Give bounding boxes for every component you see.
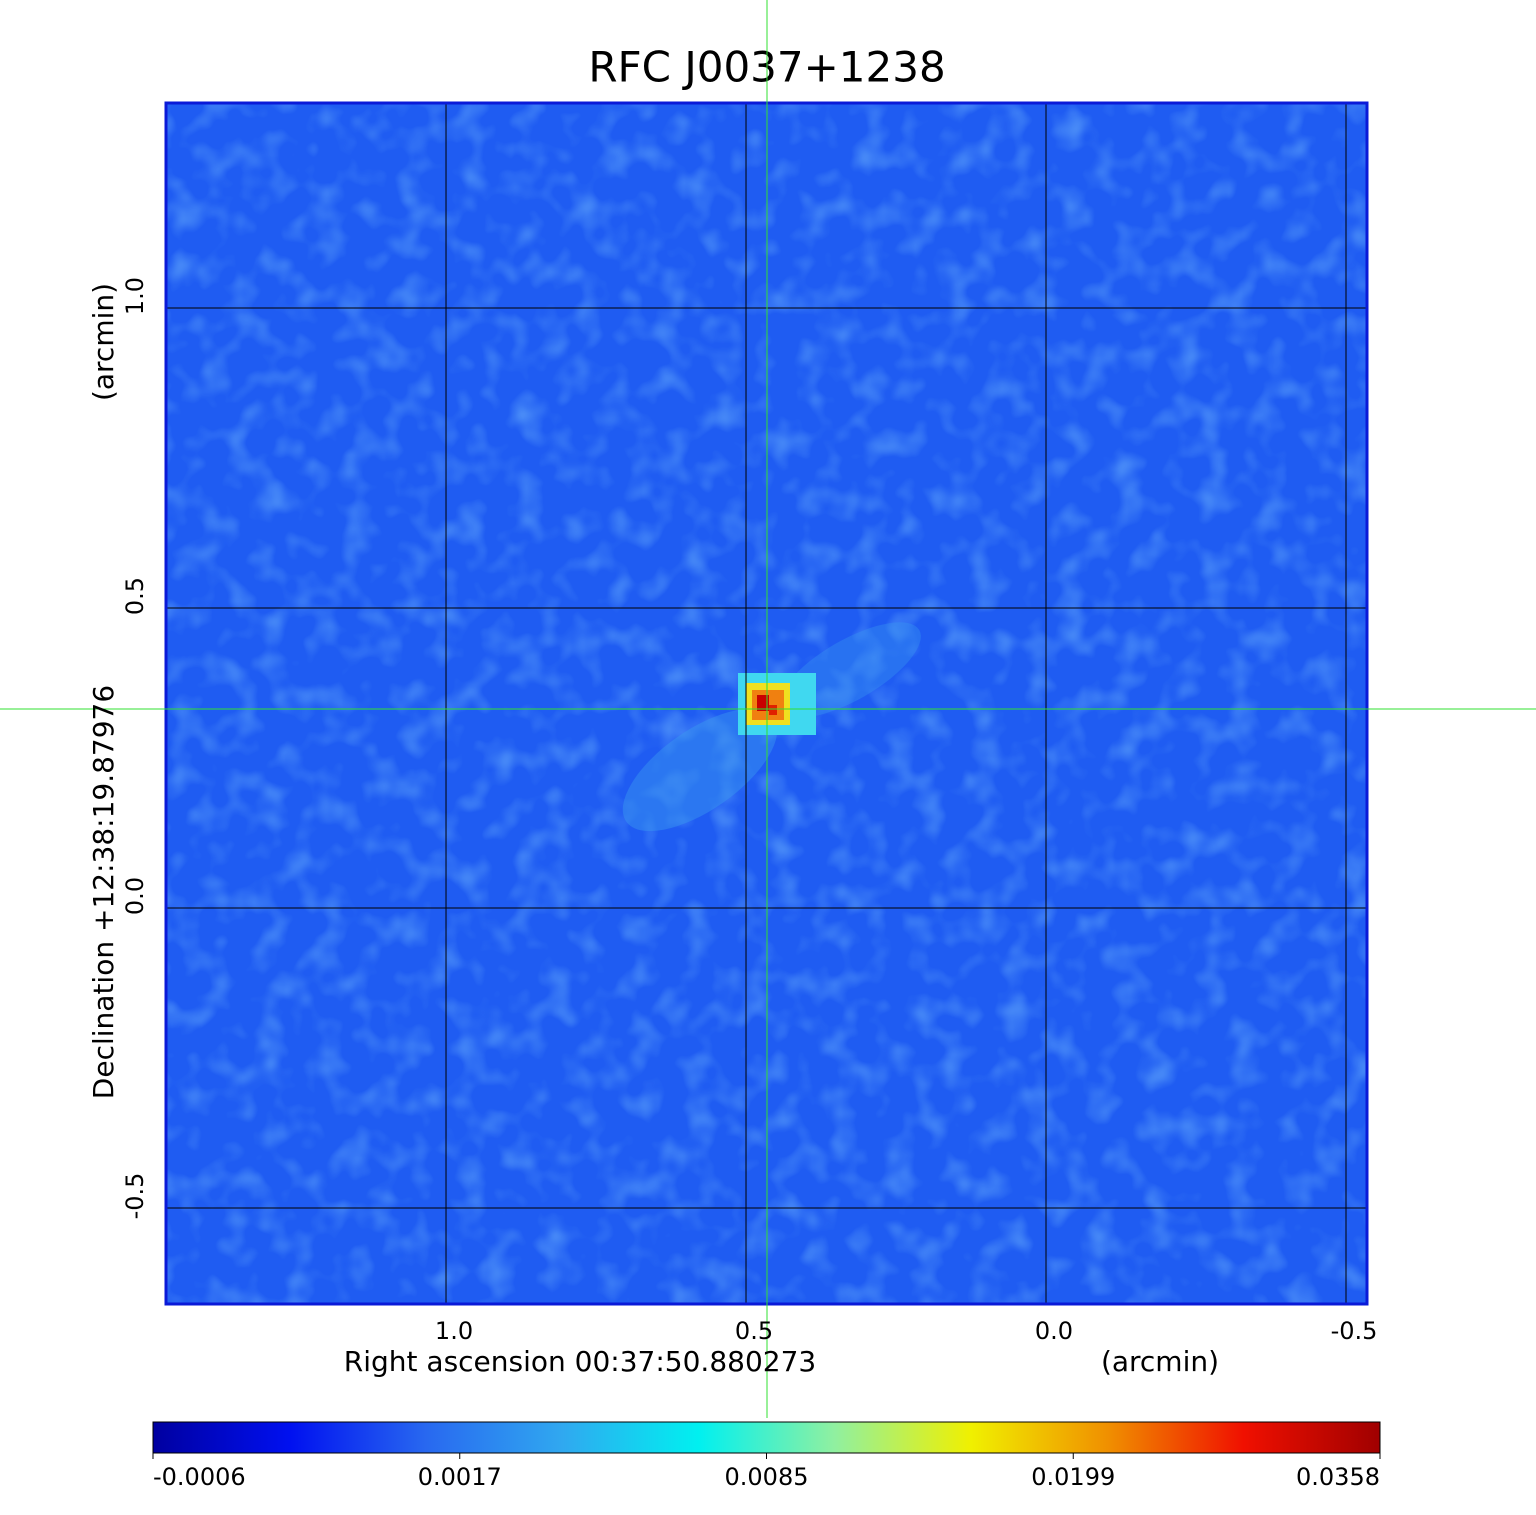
x-axis-label: Right ascension 00:37:50.880273 [344, 1345, 816, 1378]
colorbar [152, 1421, 1381, 1454]
x-tick-label: 0.5 [735, 1317, 773, 1345]
source-peak [769, 705, 777, 715]
y-axis-unit: (arcmin) [87, 283, 120, 401]
y-tick-label: -0.5 [121, 1173, 149, 1220]
x-tick-label: -0.5 [1331, 1317, 1378, 1345]
colorbar-tick-label: 0.0085 [725, 1463, 809, 1491]
colorbar-tick-label: 0.0017 [418, 1463, 502, 1491]
source-wing [622, 708, 778, 832]
x-tick-label: 0.0 [1035, 1317, 1073, 1345]
y-axis-label: Declination +12:38:19.87976 [87, 685, 120, 1099]
source [622, 622, 921, 832]
colorbar-tick-label: -0.0006 [153, 1463, 246, 1491]
y-tick-label: 0.0 [121, 877, 149, 915]
y-tick-label: 1.0 [121, 277, 149, 315]
y-tick-label: 0.5 [121, 577, 149, 615]
colorbar-tick-label: 0.0358 [1296, 1463, 1380, 1491]
source-peak [757, 695, 769, 711]
x-axis-unit: (arcmin) [1101, 1345, 1219, 1378]
colorbar-tick-label: 0.0199 [1031, 1463, 1115, 1491]
x-tick-label: 1.0 [435, 1317, 473, 1345]
